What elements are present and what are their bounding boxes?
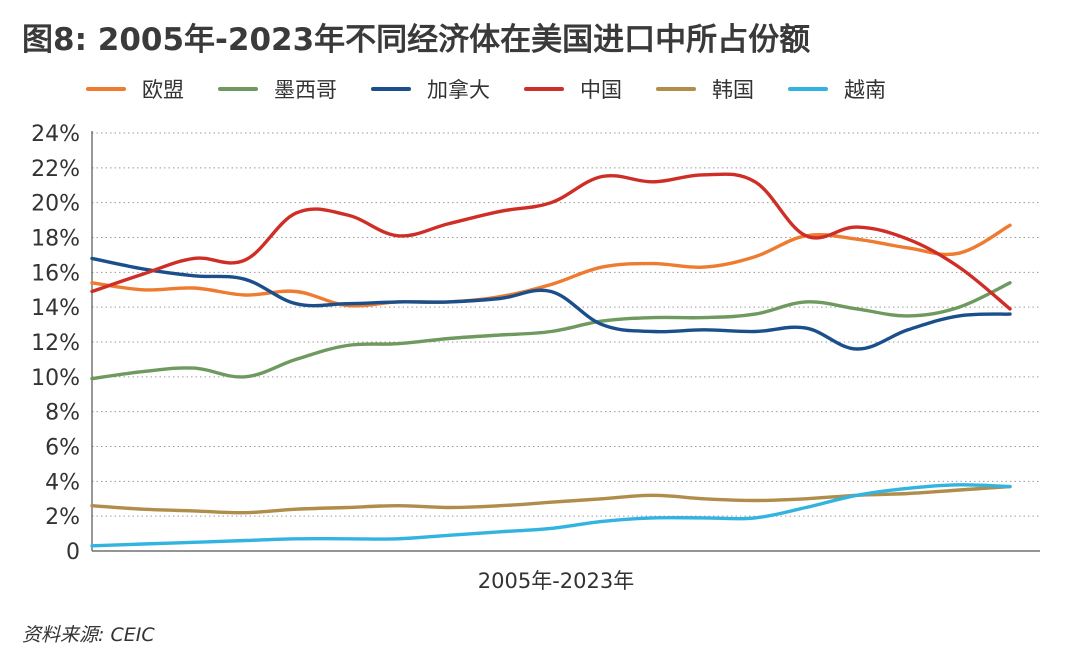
legend-swatch (86, 87, 126, 91)
legend-swatch (656, 87, 696, 91)
series-line-1 (90, 281, 1012, 381)
x-axis-label: 2005年-2023年 (478, 569, 634, 593)
legend-item: 韩国 (656, 74, 754, 104)
y-tick-label: 2% (45, 505, 80, 530)
y-tick-label: 0 (66, 540, 80, 565)
y-tick-label: 8% (45, 401, 80, 426)
legend-swatch (218, 87, 258, 91)
y-tick-label: 22% (31, 157, 80, 182)
series-line-2 (90, 256, 1012, 351)
legend-label: 越南 (844, 78, 886, 102)
series-line-0 (90, 223, 1012, 308)
y-tick-label: 16% (31, 261, 80, 286)
chart-legend: 欧盟 墨西哥 加拿大 中国 韩国 越南 (86, 74, 920, 104)
legend-item: 越南 (788, 74, 886, 104)
y-tick-label: 14% (31, 296, 80, 321)
legend-swatch (371, 87, 411, 91)
series-line-3 (90, 172, 1012, 311)
legend-item: 加拿大 (371, 74, 490, 104)
y-tick-label: 4% (45, 470, 80, 495)
legend-label: 欧盟 (142, 78, 184, 102)
legend-label: 加拿大 (427, 78, 490, 102)
legend-label: 墨西哥 (274, 78, 337, 102)
y-tick-label: 24% (31, 122, 80, 147)
legend-label: 中国 (580, 78, 622, 102)
chart-title: 图8: 2005年-2023年不同经济体在美国进口中所占份额 (22, 22, 811, 58)
y-tick-label: 18% (31, 227, 80, 252)
legend-label: 韩国 (712, 78, 754, 102)
legend-item: 欧盟 (86, 74, 184, 104)
series-line-4 (90, 484, 1012, 515)
legend-item: 墨西哥 (218, 74, 337, 104)
source-note: 资料来源: CEIC (22, 624, 155, 646)
y-tick-label: 6% (45, 436, 80, 461)
legend-item: 中国 (524, 74, 622, 104)
y-tick-label: 12% (31, 331, 80, 356)
legend-swatch (788, 87, 828, 91)
series-line-5 (90, 483, 1012, 548)
y-tick-label: 20% (31, 192, 80, 217)
legend-swatch (524, 87, 564, 91)
y-tick-label: 10% (31, 366, 80, 391)
